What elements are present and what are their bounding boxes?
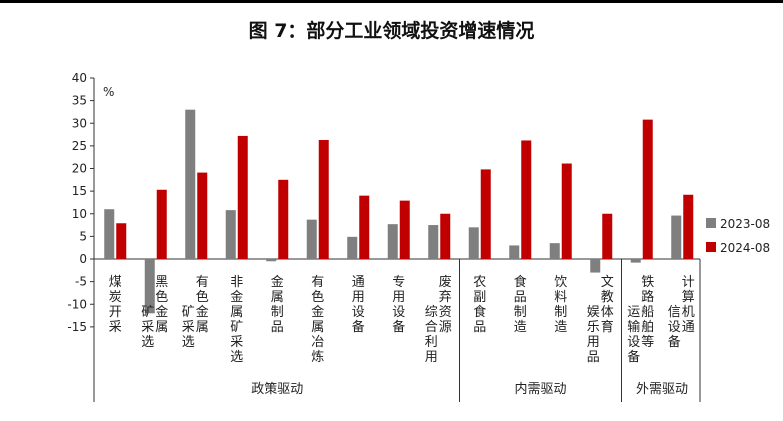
category-label: 有色金属冶炼 [311, 275, 324, 365]
y-tick-label: 40 [72, 71, 87, 85]
y-tick-label: -5 [75, 275, 87, 289]
category-label: 专用设备 [392, 275, 405, 335]
category-label: 文教体育娱乐用品 [587, 275, 614, 365]
bar-series1 [104, 209, 115, 259]
y-tick-label: 10 [72, 207, 87, 221]
y-unit-label: % [103, 85, 114, 99]
top-rule [0, 0, 783, 3]
legend-label: 2024-08 [720, 241, 770, 255]
y-tick-label: -10 [67, 297, 87, 311]
bar-series2 [521, 140, 532, 259]
bar-series2 [359, 195, 370, 259]
bar-series2 [440, 213, 451, 259]
category-label: 废弃资源综合利用 [425, 274, 452, 365]
bar-series1 [671, 215, 682, 259]
bar-series2 [156, 189, 167, 259]
bar-series2 [278, 179, 289, 259]
bar-series2 [399, 200, 410, 259]
y-tick-label: 30 [72, 116, 87, 130]
y-tick-label: 35 [72, 94, 87, 108]
group-label: 内需驱动 [514, 381, 566, 397]
category-label: 计算机通信设备 [668, 275, 695, 350]
bar-series2 [642, 119, 653, 259]
bar-series1 [428, 225, 439, 259]
legend-label: 2023-08 [720, 217, 770, 231]
category-label: 非金属矿采选 [230, 275, 243, 365]
chart-title: 图 7：部分工业领域投资增速情况 [248, 20, 535, 42]
bar-series1 [306, 219, 317, 259]
y-tick-label: 20 [72, 162, 87, 176]
bar-series1 [225, 210, 236, 259]
bar-series1 [144, 259, 155, 314]
category-label: 煤炭开采 [109, 275, 122, 335]
bar-series1 [347, 236, 358, 259]
legend-swatch [706, 218, 716, 228]
category-label: 通用设备 [352, 275, 365, 335]
bar-series2 [602, 213, 613, 259]
legend-swatch [706, 242, 716, 252]
bar-series2 [561, 163, 572, 259]
category-label: 有色金属矿采选 [182, 275, 209, 350]
y-tick-label: 5 [79, 229, 87, 243]
bar-series1 [387, 224, 398, 259]
bar-series2 [197, 172, 208, 259]
bar-series1 [590, 259, 601, 273]
group-label: 外需驱动 [636, 382, 688, 397]
bar-series1 [549, 243, 560, 259]
bar-series2 [480, 169, 491, 259]
y-tick-label: -15 [67, 320, 87, 334]
bar-series1 [468, 227, 479, 259]
category-label: 农副食品 [473, 275, 486, 335]
group-label: 政策驱动 [251, 381, 303, 397]
bar-series2 [683, 194, 694, 259]
y-tick-label: 0 [79, 252, 87, 266]
y-tick-label: 15 [72, 184, 87, 198]
bar-series2 [116, 223, 127, 259]
bar-series2 [318, 139, 329, 259]
bar-series1 [509, 245, 520, 259]
category-label: 食品制造 [514, 274, 527, 335]
bar-series1 [185, 109, 196, 259]
bar-series1 [266, 259, 277, 262]
bar-series2 [237, 135, 248, 259]
category-label: 铁路船舶等运输设备 [627, 275, 654, 365]
category-label: 饮料制造 [554, 275, 567, 335]
category-label: 金属制品 [271, 274, 284, 335]
category-label: 黑色金属矿采选 [141, 275, 168, 350]
bar-series1 [630, 259, 641, 263]
y-tick-label: 25 [72, 139, 87, 153]
